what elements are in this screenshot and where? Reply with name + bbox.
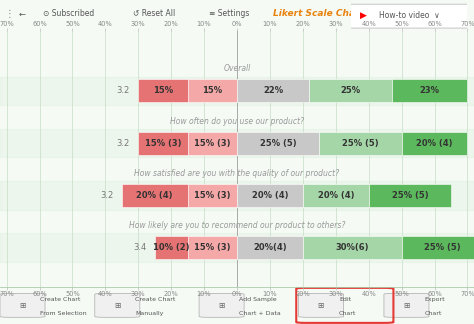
- FancyBboxPatch shape: [384, 294, 429, 317]
- FancyBboxPatch shape: [299, 294, 344, 317]
- Text: 25% (5): 25% (5): [260, 139, 296, 148]
- Text: How often do you use our product?: How often do you use our product?: [170, 117, 304, 126]
- Text: 22%: 22%: [263, 87, 283, 95]
- Text: 30%(6): 30%(6): [336, 243, 369, 252]
- Bar: [188, 184, 237, 207]
- FancyBboxPatch shape: [0, 294, 45, 317]
- Text: 15%: 15%: [202, 87, 222, 95]
- Bar: [0, 181, 474, 210]
- Bar: [188, 79, 237, 102]
- Text: 3.2: 3.2: [117, 139, 130, 148]
- Text: 20% (4): 20% (4): [318, 191, 354, 200]
- Text: ⊞: ⊞: [19, 301, 26, 310]
- Text: 3.2: 3.2: [117, 87, 130, 95]
- Text: 20% (4): 20% (4): [137, 191, 173, 200]
- Text: How-to video  ∨: How-to video ∨: [379, 11, 439, 20]
- Text: Export: Export: [424, 297, 445, 302]
- Bar: [303, 236, 401, 259]
- Text: 15% (3): 15% (3): [194, 191, 230, 200]
- Text: Create Chart: Create Chart: [40, 297, 81, 302]
- Text: 15%: 15%: [153, 87, 173, 95]
- Text: 10% (2): 10% (2): [153, 243, 190, 252]
- Text: Chart + Data: Chart + Data: [239, 311, 281, 316]
- Bar: [0, 76, 474, 105]
- Text: ⋮: ⋮: [5, 9, 15, 19]
- Bar: [237, 184, 303, 207]
- Text: 25%: 25%: [340, 87, 361, 95]
- Text: Edit: Edit: [339, 297, 351, 302]
- Text: 3.2: 3.2: [100, 191, 114, 200]
- Text: ←: ←: [19, 9, 26, 18]
- Text: ⊙ Subscribed: ⊙ Subscribed: [43, 9, 94, 18]
- Text: 15% (3): 15% (3): [194, 243, 230, 252]
- Text: 20% (4): 20% (4): [416, 139, 453, 148]
- Text: How satisfied are you with the quality of our product?: How satisfied are you with the quality o…: [135, 169, 339, 178]
- Text: ↺ Reset All: ↺ Reset All: [133, 9, 175, 18]
- Text: 20% (4): 20% (4): [252, 191, 288, 200]
- Text: ≡ Settings: ≡ Settings: [209, 9, 249, 18]
- Text: 25% (5): 25% (5): [392, 191, 428, 200]
- Text: ⊞: ⊞: [218, 301, 225, 310]
- Text: From Selection: From Selection: [40, 311, 87, 316]
- Text: 25% (5): 25% (5): [342, 139, 379, 148]
- Bar: [369, 184, 451, 207]
- Bar: [0, 233, 474, 262]
- Text: 23%: 23%: [419, 87, 439, 95]
- FancyBboxPatch shape: [95, 294, 140, 317]
- Bar: [138, 132, 188, 155]
- Text: ⊞: ⊞: [318, 301, 324, 310]
- Bar: [122, 184, 188, 207]
- Text: Add Sample: Add Sample: [239, 297, 277, 302]
- Text: Chart: Chart: [424, 311, 442, 316]
- Bar: [237, 236, 303, 259]
- Bar: [401, 236, 474, 259]
- Bar: [392, 79, 467, 102]
- Text: How likely are you to recommend our product to others?: How likely are you to recommend our prod…: [129, 221, 345, 230]
- Text: ▶: ▶: [360, 11, 367, 20]
- Bar: [0, 129, 474, 157]
- Bar: [303, 184, 369, 207]
- FancyBboxPatch shape: [199, 294, 244, 317]
- Bar: [138, 79, 188, 102]
- Text: 15% (3): 15% (3): [145, 139, 181, 148]
- Text: 3.4: 3.4: [133, 243, 146, 252]
- Bar: [401, 132, 467, 155]
- Bar: [188, 236, 237, 259]
- Bar: [188, 132, 237, 155]
- Bar: [237, 132, 319, 155]
- Text: Chart: Chart: [339, 311, 356, 316]
- Text: Overall: Overall: [223, 64, 251, 74]
- Text: Likert Scale Chart: Likert Scale Chart: [273, 9, 363, 18]
- Bar: [237, 79, 310, 102]
- Bar: [319, 132, 401, 155]
- FancyBboxPatch shape: [347, 4, 470, 28]
- Bar: [310, 79, 392, 102]
- Text: ⊞: ⊞: [114, 301, 120, 310]
- Bar: [155, 236, 188, 259]
- Text: 20%(4): 20%(4): [253, 243, 287, 252]
- Text: ⊞: ⊞: [403, 301, 410, 310]
- Text: 25% (5): 25% (5): [424, 243, 461, 252]
- Text: Manually: Manually: [135, 311, 164, 316]
- Text: Create Chart: Create Chart: [135, 297, 175, 302]
- Text: 15% (3): 15% (3): [194, 139, 230, 148]
